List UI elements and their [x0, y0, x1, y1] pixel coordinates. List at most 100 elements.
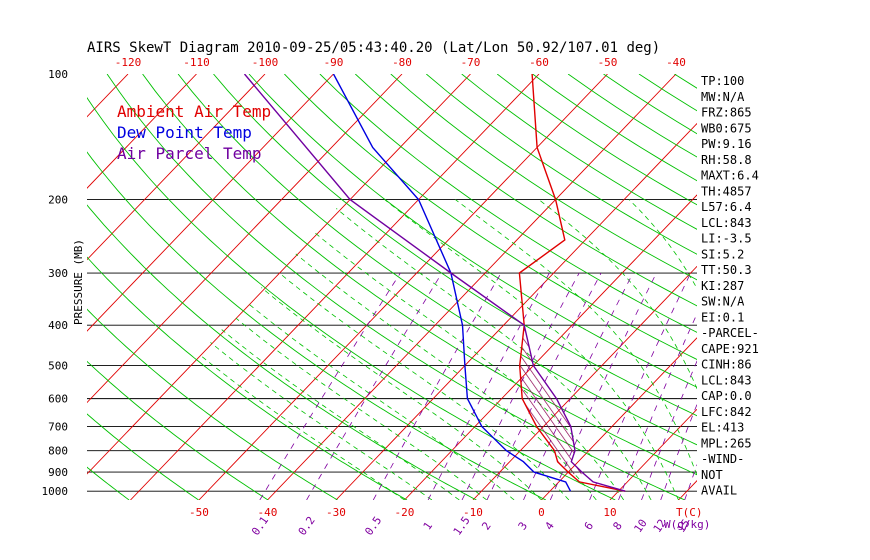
dry-adiabat-line	[87, 466, 130, 500]
pressure-tick-label: 300	[48, 267, 68, 280]
dry-adiabat-line	[106, 74, 685, 500]
isotherm-line	[130, 74, 540, 500]
dry-adiabat-line	[461, 74, 697, 230]
pressure-axis-ticks: 100 200 300 400 500 600 700 800 900 1000	[42, 68, 69, 498]
index-label: MPL:265	[701, 436, 752, 450]
index-label: RH:58.8	[701, 153, 752, 167]
legend: Ambient Air Temp Dew Point Temp Air Parc…	[117, 102, 271, 163]
moist-adiabat-line	[455, 199, 697, 477]
moist-adiabat-line	[247, 303, 515, 500]
moist-adiabat-line	[295, 253, 597, 500]
mixing-ratio-line	[618, 312, 697, 500]
dry-adiabat-line	[0, 74, 60, 500]
dry-adiabat-line	[87, 360, 269, 500]
mixing-ratio-tick-label: 15	[675, 517, 693, 535]
series-line-ambient-air-temp	[518, 74, 626, 492]
dry-adiabat-line	[745, 74, 870, 500]
mixing-ratio-line	[796, 273, 868, 500]
series-line-air-parcel-temp	[243, 74, 626, 492]
pressure-tick-label: 1000	[42, 485, 69, 498]
legend-air-parcel-temp: Air Parcel Temp	[117, 144, 262, 163]
isotherm-line	[609, 408, 697, 500]
index-label: LCL:843	[701, 373, 752, 387]
mixing-ratio-line	[684, 463, 697, 500]
chart-title: AIRS SkewT Diagram 2010-09-25/05:43:40.2…	[87, 40, 660, 56]
mixing-ratio-line	[372, 272, 502, 500]
index-label: MAXT:6.4	[701, 169, 759, 183]
mixing-ratio-line	[641, 360, 697, 500]
dry-adiabat-line	[426, 74, 697, 255]
top-temperature-ticks: -120 -110 -100 -90 -80 -70 -60 -50 -40	[115, 56, 686, 69]
index-label: SI:5.2	[701, 247, 744, 261]
pressure-tick-label: 600	[48, 393, 68, 406]
pressure-tick-label: 400	[48, 319, 68, 332]
index-label: CINH:86	[701, 358, 752, 372]
index-label: WB0:675	[701, 121, 752, 135]
isotherm-line	[87, 74, 334, 332]
index-label: TT:50.3	[701, 263, 752, 277]
isotherm-line	[747, 74, 870, 500]
top-temp-tick-label: -50	[598, 56, 618, 69]
dry-adiabat-line	[638, 74, 697, 112]
index-label: AVAIL	[701, 484, 737, 498]
mixing-ratio-line	[763, 273, 840, 500]
pressure-tick-label: 700	[48, 421, 68, 434]
isotherm-line	[198, 74, 608, 500]
index-label: FRZ:865	[701, 106, 752, 120]
index-label: LCL:843	[701, 216, 752, 230]
sounding-series	[243, 74, 626, 492]
moist-adiabat-line	[210, 342, 433, 500]
dry-adiabat-line	[816, 74, 870, 500]
dry-adiabat-line	[177, 74, 697, 446]
mixing-ratio-tick-label: 0.5	[362, 514, 384, 538]
mixing-ratio-tick-label: 1	[421, 520, 435, 533]
index-label: EL:413	[701, 421, 744, 435]
isotherm-line	[87, 74, 197, 189]
isotherm-line	[541, 337, 697, 500]
top-temp-tick-label: -110	[183, 56, 210, 69]
isotherm-line	[87, 74, 403, 404]
moist-adiabat-line	[384, 199, 679, 500]
dry-adiabat-line	[87, 256, 408, 500]
mixing-ratio-unit: W(g/kg)	[664, 518, 710, 531]
index-label: EI:0.1	[701, 310, 744, 324]
moist-adiabat-line	[780, 200, 815, 500]
mixing-ratio-line	[589, 272, 691, 500]
dry-adiabat-line	[852, 74, 870, 500]
pressure-tick-label: 200	[48, 194, 68, 207]
index-label: SW:N/A	[701, 295, 745, 309]
bottom-temp-tick-label: 0	[538, 506, 545, 519]
moist-adiabat-line	[221, 329, 460, 500]
bottom-temp-tick-label: -40	[258, 506, 278, 519]
index-label: KI:287	[701, 279, 744, 293]
top-temp-tick-label: -100	[252, 56, 279, 69]
moist-adiabat-line	[235, 317, 487, 500]
mixing-ratio-line	[461, 272, 580, 500]
mixing-ratio-line	[742, 273, 822, 500]
dry-adiabat-line	[284, 74, 697, 360]
moist-adiabat-line	[314, 232, 625, 500]
mixing-ratio-line	[259, 272, 401, 500]
dry-adiabat-line	[87, 308, 338, 500]
isotherm-line	[404, 194, 697, 500]
isotherm-line	[815, 74, 870, 500]
mixing-ratio-line	[549, 272, 657, 500]
bottom-temperature-ticks: -50 -40 -30 -20 -10 0 10	[189, 506, 617, 519]
pressure-tick-label: 900	[48, 466, 68, 479]
moist-adiabat-line	[279, 272, 570, 500]
bottom-temp-tick-label: 10	[603, 506, 616, 519]
top-temp-tick-label: -120	[115, 56, 142, 69]
moist-adiabat-line	[199, 354, 405, 500]
mixing-ratio-line	[427, 272, 550, 500]
dry-adiabat-line	[319, 74, 697, 333]
top-temp-tick-label: -60	[529, 56, 549, 69]
cape-hatched-area	[519, 325, 585, 475]
index-label: MW:N/A	[701, 90, 745, 104]
dry-adiabat-line	[354, 74, 697, 307]
top-temp-tick-label: -70	[461, 56, 481, 69]
top-temp-tick-label: -80	[392, 56, 412, 69]
dry-adiabat-lines	[0, 74, 870, 500]
mixing-ratio-tick-label: 3	[516, 520, 530, 533]
legend-dew-point-temp: Dew Point Temp	[117, 123, 252, 142]
